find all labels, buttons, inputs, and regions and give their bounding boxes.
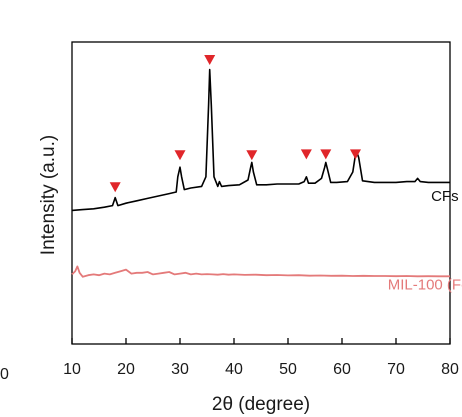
- peak-marker-triangle: [246, 150, 258, 161]
- peak-marker-triangle: [320, 149, 332, 160]
- peak-markers: [109, 55, 361, 193]
- series-label-mil-100-fe: MIL-100 (Fe): [388, 277, 462, 294]
- x-tick-label: 30: [171, 361, 189, 378]
- peak-marker-triangle: [350, 149, 361, 160]
- x-tick-label: 70: [387, 361, 405, 378]
- x-axis-title: 2θ (degree): [212, 394, 310, 415]
- x-tick-label: 80: [441, 361, 459, 378]
- peak-marker-triangle: [300, 149, 312, 160]
- series-line-mil-100-fe: [71, 265, 450, 278]
- series-line-cfs: [71, 68, 450, 212]
- x-tick-label: 40: [225, 361, 243, 378]
- x-axis-ticks: 10 20 30 40 50 60 70 80: [63, 338, 459, 378]
- y-axis-title: Intensity (a.u.): [38, 135, 59, 255]
- edge-tick-label: 0: [0, 366, 9, 383]
- x-tick-label: 10: [63, 361, 81, 378]
- peak-marker-triangle: [204, 55, 216, 65]
- plot-frame: [71, 41, 451, 345]
- x-tick-label: 20: [117, 361, 135, 378]
- x-tick-label: 60: [333, 361, 351, 378]
- peak-marker-triangle: [109, 182, 121, 193]
- peak-marker-triangle: [174, 150, 186, 161]
- series-label-cfs: CFs: [431, 188, 459, 205]
- x-tick-label: 50: [279, 361, 297, 378]
- series-group: CFs MIL-100 (Fe): [71, 68, 462, 294]
